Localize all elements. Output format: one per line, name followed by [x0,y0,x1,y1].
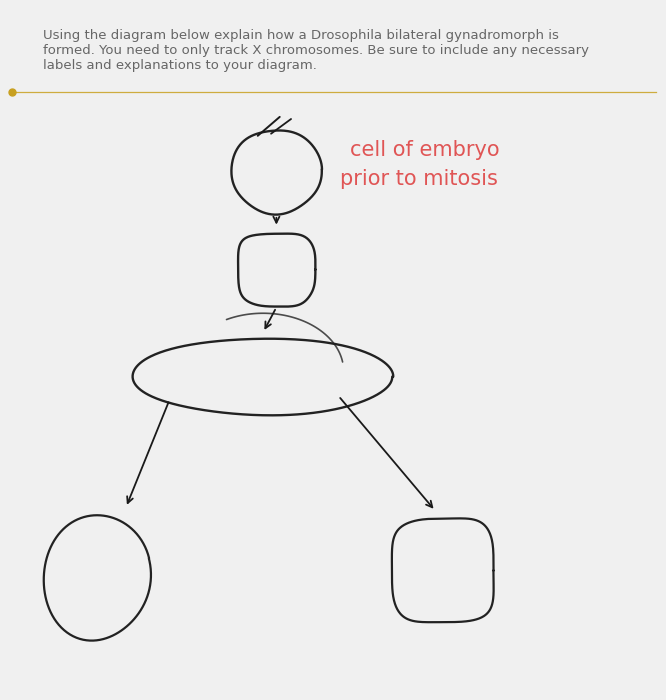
Text: Using the diagram below explain how a Drosophila bilateral gynadromorph is
forme: Using the diagram below explain how a Dr… [43,29,589,72]
Text: prior to mitosis: prior to mitosis [340,169,498,190]
Text: cell of embryo: cell of embryo [350,140,500,160]
